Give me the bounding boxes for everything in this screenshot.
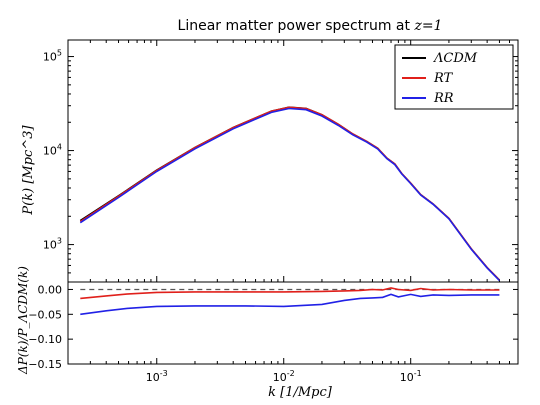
y-tick-label-bottom: 0.00 [38, 283, 63, 296]
y-axis-label-top: P(k) [Mpc^3] [21, 125, 36, 216]
y-tick-label-top: 105 [43, 49, 62, 64]
y-tick-label-top: 103 [43, 237, 62, 252]
top-panel: 103 104 105 ΛCDM RT RR [43, 39, 519, 283]
series-line-λcdm [79, 106, 500, 281]
series-line-rt [79, 106, 500, 281]
legend-label-1: RT [433, 71, 454, 86]
x-tick-label: 10-1 [400, 369, 422, 384]
y-tick-label-bottom: −0.15 [28, 358, 62, 371]
x-tick-label: 10-3 [146, 369, 168, 384]
y-axis-label-bottom: ΔP(k)/P_ΛCDM(k) [16, 266, 30, 375]
x-axis-label: k [1/Mpc] [268, 385, 333, 400]
x-tick-label: 10-2 [273, 369, 295, 384]
legend-label-0: ΛCDM [433, 51, 478, 66]
ratio-line-rt [80, 287, 500, 300]
y-tick-label-bottom: −0.05 [28, 308, 62, 321]
legend: ΛCDM RT RR [394, 44, 514, 110]
bottom-panel: 0.00 −0.05 −0.10 −0.15 10-3 10-2 10-1 [28, 281, 519, 384]
chart-title: Linear matter power spectrum at z=1 [178, 18, 443, 34]
ratio-line-rr [80, 293, 500, 316]
series-line-rr [79, 107, 500, 282]
y-tick-label-top: 104 [43, 143, 62, 158]
legend-label-2: RR [433, 91, 454, 106]
bottom-plot-frame [67, 281, 519, 365]
y-tick-label-bottom: −0.10 [28, 333, 62, 346]
